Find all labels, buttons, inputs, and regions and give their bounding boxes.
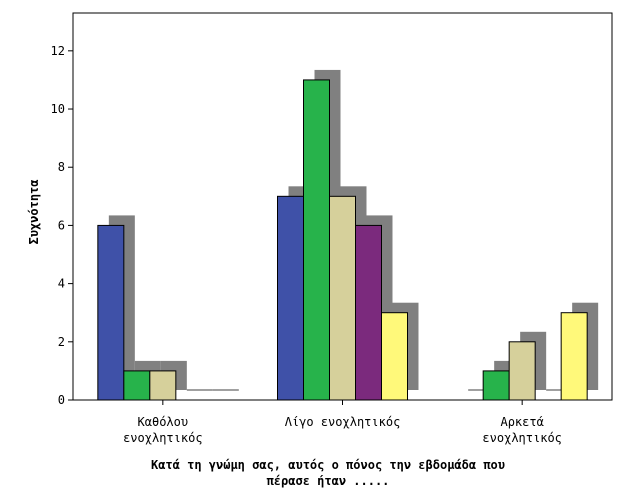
y-tick-label: 10 [51, 102, 65, 116]
x-category-label: Αρκετά [500, 415, 543, 429]
bar [381, 312, 408, 401]
bar [303, 79, 330, 401]
y-tick-label: 6 [58, 218, 65, 232]
bar [277, 195, 304, 401]
y-axis-ticks: 0 2 4 6 8 10 12 [51, 44, 73, 407]
bar [149, 370, 177, 401]
bar [355, 224, 382, 401]
x-category-label: ενοχλητικός [123, 431, 202, 445]
y-tick-label: 2 [58, 335, 65, 349]
x-axis-categories: Καθόλου ενοχλητικός Λίγο ενοχλητικός Αρκετά… [123, 400, 562, 445]
x-category-label: Λίγο ενοχλητικός [285, 415, 401, 429]
bar [482, 370, 510, 401]
bars [97, 79, 588, 401]
x-axis-title-line-2: πέρασε ήταν ..... [267, 474, 390, 488]
y-tick-label: 12 [51, 44, 65, 58]
bar [97, 224, 125, 401]
y-tick-label: 4 [58, 277, 65, 291]
bar [123, 370, 151, 401]
bar [329, 195, 356, 401]
y-tick-label: 8 [58, 160, 65, 174]
bar [560, 312, 588, 401]
y-axis-title: Συχνότητα [27, 179, 41, 244]
y-tick-label: 0 [58, 393, 65, 407]
bar [508, 341, 536, 401]
x-category-label: Καθόλου [138, 415, 189, 429]
x-axis-title-line-1: Κατά τη γνώμη σας, αυτός ο πόνος την εβδ… [151, 458, 505, 472]
x-category-label: ενοχλητικός [482, 431, 561, 445]
